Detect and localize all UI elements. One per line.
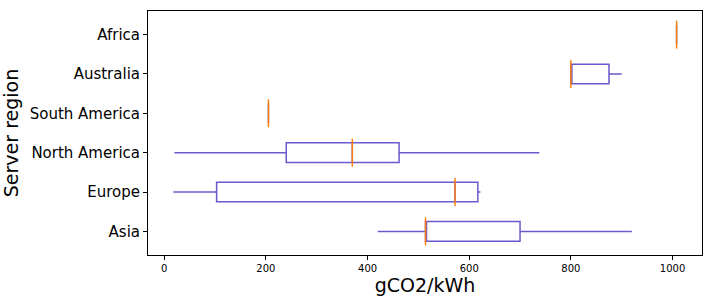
svg-text:North America: North America: [31, 144, 140, 162]
svg-text:800: 800: [561, 263, 580, 274]
svg-text:Africa: Africa: [97, 26, 140, 44]
svg-text:South America: South America: [30, 105, 140, 123]
svg-text:Australia: Australia: [74, 65, 140, 83]
svg-text:Europe: Europe: [87, 183, 140, 201]
svg-text:600: 600: [460, 263, 479, 274]
svg-text:Asia: Asia: [109, 223, 140, 241]
svg-text:0: 0: [161, 263, 167, 274]
svg-text:400: 400: [358, 263, 377, 274]
svg-text:Server region: Server region: [0, 69, 22, 197]
svg-text:1000: 1000: [660, 263, 685, 274]
svg-text:200: 200: [256, 263, 275, 274]
svg-text:gCO2/kWh: gCO2/kWh: [375, 274, 476, 296]
